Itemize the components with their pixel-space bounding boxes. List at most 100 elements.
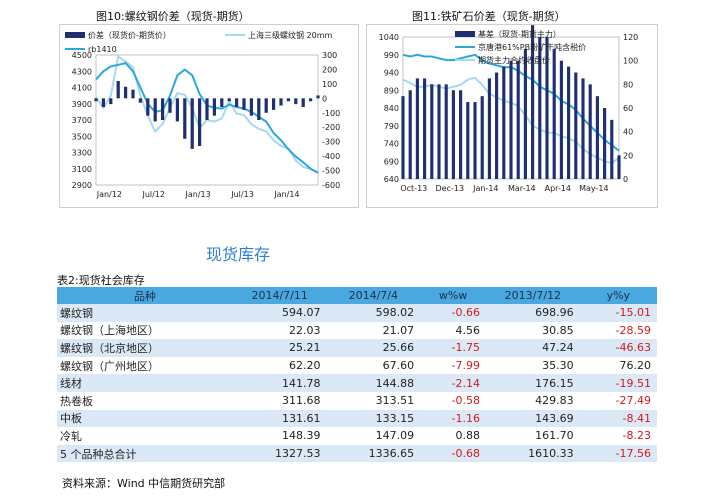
x-tick-label: Jan/13 [185,190,211,199]
x-tick-label: Oct-13 [400,184,427,193]
y-right-tick-label: -200 [322,123,340,132]
source-note: 资料来源：Wind 中信期货研究部 [62,477,226,490]
cell-v1: 131.61 [232,409,327,428]
y-left-tick-label: 3700 [72,116,92,125]
bar-mark [459,90,463,179]
y-left-tick-label: 3500 [72,132,92,141]
bar-mark [168,98,172,113]
x-tick-label: Mar-14 [508,184,536,193]
bar-mark [408,90,412,179]
cell-wow: -0.58 [451,394,481,408]
cell-wow: -1.16 [420,409,487,428]
cell-wow: -0.68 [420,444,487,463]
chart2-frame: 640 690 740 790 840 890 940 990 1040 0 20 40 60 80 100… [366,24,658,208]
bar-mark [617,155,621,179]
table-row: 中板 131.61 133.15 -1.16 143.69 -8.41 [57,409,657,428]
cell-name: 冷轧 [60,429,82,443]
cell-yoy: -27.49 [615,394,651,408]
bar-mark [444,84,448,179]
header-yoy: y%y [579,287,657,304]
bar-mark [574,72,578,179]
bar-mark [516,60,520,179]
y-left-tick-label: 790 [384,122,399,131]
cell-v1: 141.78 [232,374,327,392]
bar-mark [308,98,313,102]
cell-name: 中板 [57,409,233,428]
cell-v1: 1327.53 [232,444,327,463]
legend-label: 价差（现货价-期货价） [88,30,171,40]
y-left-tick-label: 4500 [72,51,92,60]
y-left-tick-label: 3100 [72,165,92,174]
y-right-tick-label: -300 [322,138,340,147]
bar-mark [249,98,254,116]
y-right-tick-label: -400 [322,152,340,161]
x-tick-label: Jan/14 [273,190,299,199]
bar-mark [138,98,143,103]
legend-label: 期货主力合约收盘价 [478,55,550,65]
legend-label: 上海三级螺纹钢 20mm [248,30,333,40]
y-right-tick-label: 300 [322,51,337,60]
bar-mark [603,108,607,179]
cell-wow: -0.66 [420,304,487,322]
cell-v2: 1336.65 [326,444,421,463]
cell-v3: 161.70 [535,429,574,443]
y-left-tick-label: 740 [384,140,399,149]
x-tick-label: May-14 [579,184,608,193]
cell-v1: 148.39 [282,429,321,443]
bar-mark [183,98,187,139]
bar-mark [234,98,239,107]
y-right-tick-label: 0 [322,94,327,103]
cell-wow: -1.75 [420,339,487,357]
legend-label: 基差（现货-期货主力） [478,29,561,39]
table-header-row: 品种 2014/7/11 2014/7/4 w%w 2013/7/12 y%y [57,287,657,304]
y-right-tick-label: 60 [623,104,633,113]
cell-name: 螺纹钢（广州地区） [60,359,159,373]
y-left-tick-label: 990 [384,51,399,60]
series-2 [401,25,621,179]
cell-name: 5 个品种总合计 [57,444,233,463]
inventory-table: 品种 2014/7/11 2014/7/4 w%w 2013/7/12 y%y … [57,287,657,463]
cell-name: 线材 [57,374,233,392]
y-left-tick-label: 4100 [72,84,92,93]
y-left-tick-label: 890 [384,86,399,95]
bar-mark [552,48,556,179]
cell-v1: 594.07 [232,304,327,322]
y-right-tick-label: 0 [623,175,628,184]
bar-mark [581,78,585,179]
y-left-tick-label: 3900 [72,100,92,109]
table-row: 冷轧 148.39 147.09 0.88 161.70 -8.23 [57,427,657,445]
legend-swatch [65,32,85,38]
cell-wow: 4.56 [455,323,481,337]
header-wow: w%w [420,287,487,304]
bar-mark [190,98,194,149]
bar-mark [212,98,217,116]
bar-mark [401,96,405,179]
cell-v3: 35.30 [542,359,574,373]
bar-mark [101,98,106,107]
chart1-frame: 2900 3100 3300 3500 3700 3900 4100 4300 4500 300 2… [59,24,359,208]
cell-v1: 62.20 [289,359,321,373]
cell-v3: 30.85 [542,323,574,337]
header-product: 品种 [57,287,233,304]
bar-mark [220,98,224,107]
bar-mark [279,98,283,106]
table-row: 螺纹钢（上海地区） 22.03 21.07 4.56 30.85 -28.59 [57,322,657,340]
bar-mark [545,37,549,179]
cell-v3: 143.69 [486,409,580,428]
bar-mark [316,95,320,99]
bar-mark [116,81,120,99]
bar-mark [264,98,268,113]
bar-mark [466,102,470,179]
x-tick-label: Jan-14 [472,184,498,193]
cell-yoy: -28.59 [615,323,651,337]
table-row: 5 个品种总合计 1327.53 1336.65 -0.68 1610.33 -17.56 [57,444,657,463]
y-right-tick-label: 120 [623,33,638,42]
y-right-tick-label: -600 [322,181,340,190]
y-right-tick-label: -100 [322,109,340,118]
table-row: 热卷板 311.68 313.51 -0.58 429.83 -27.49 [57,392,657,410]
series-2 [94,81,320,149]
cell-wow: -7.99 [451,359,481,373]
bar-mark [595,96,599,179]
table-row: 螺纹钢（广州地区） 62.20 67.60 -7.99 35.30 76.20 [57,357,657,375]
bar-mark [146,98,150,116]
